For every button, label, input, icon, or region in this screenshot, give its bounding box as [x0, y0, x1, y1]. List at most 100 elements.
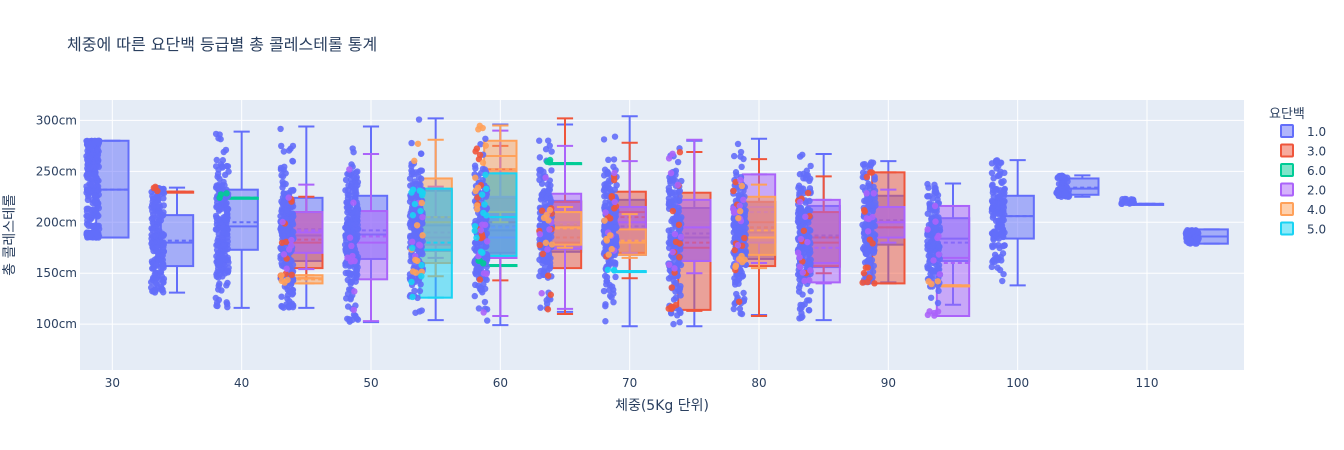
data-point	[411, 178, 419, 185]
data-point	[415, 116, 423, 123]
data-point	[860, 269, 868, 277]
data-point	[159, 278, 167, 285]
data-point	[353, 315, 360, 322]
data-point	[861, 206, 868, 214]
data-point	[218, 182, 226, 189]
data-point	[676, 149, 684, 156]
data-point	[411, 287, 418, 295]
data-point	[795, 184, 802, 192]
legend-item-3.0[interactable]: 3.0	[1280, 143, 1326, 159]
data-point	[278, 293, 285, 300]
legend[interactable]: 1.0 3.0 6.0 2.0 4.0 5.0	[1280, 124, 1326, 237]
legend-item-2.0[interactable]: 2.0	[1280, 182, 1326, 198]
data-point	[212, 130, 220, 138]
data-point	[219, 199, 226, 206]
data-point	[87, 163, 94, 171]
data-point	[935, 243, 943, 251]
data-point	[610, 156, 618, 163]
y-tick-label: 150cm	[36, 266, 77, 280]
data-point	[800, 175, 807, 182]
data-point	[610, 298, 617, 306]
data-point	[805, 297, 813, 304]
data-point	[219, 157, 227, 164]
data-point	[542, 174, 549, 181]
data-point	[413, 222, 421, 229]
data-point	[221, 270, 229, 277]
data-point	[476, 276, 484, 283]
data-point	[473, 234, 480, 241]
legend-item-6.0[interactable]: 6.0	[1280, 163, 1326, 178]
data-point	[542, 239, 550, 247]
data-point	[992, 158, 1000, 165]
box-plots	[95, 115, 1229, 328]
legend-item-1.0[interactable]: 1.0	[1280, 124, 1326, 139]
data-point	[993, 254, 1001, 262]
data-point	[154, 203, 162, 211]
data-point	[870, 190, 877, 197]
data-point	[544, 246, 551, 253]
data-point	[475, 305, 483, 312]
data-point	[1058, 173, 1065, 180]
y-axis: 100cm 150cm 200cm 250cm 300cm	[36, 113, 77, 331]
data-point	[160, 231, 168, 239]
data-point	[418, 272, 425, 280]
legend-label: 6.0	[1307, 164, 1326, 178]
data-point	[224, 245, 232, 253]
data-point	[471, 292, 478, 300]
legend-item-5.0[interactable]: 5.0	[1280, 221, 1326, 237]
x-tick-label: 30	[105, 376, 120, 390]
data-point	[480, 209, 487, 217]
data-point	[797, 235, 805, 243]
data-point	[734, 140, 742, 148]
data-point	[865, 215, 872, 223]
data-point	[671, 230, 679, 238]
data-point	[674, 181, 682, 189]
data-point	[934, 308, 942, 315]
data-point	[924, 180, 931, 188]
data-point	[153, 261, 160, 268]
data-point	[409, 212, 417, 219]
data-point	[286, 246, 293, 253]
data-point	[353, 174, 360, 181]
data-point	[86, 233, 93, 240]
data-point	[544, 306, 552, 313]
data-point	[483, 243, 490, 250]
data-point	[868, 201, 875, 209]
data-point	[611, 169, 618, 177]
data-point	[676, 254, 683, 261]
data-point	[870, 249, 878, 256]
data-point	[539, 250, 547, 258]
data-point	[475, 126, 482, 133]
data-point	[418, 261, 425, 269]
data-point	[284, 276, 291, 284]
data-point	[283, 206, 290, 214]
data-point	[990, 193, 997, 200]
data-point	[85, 170, 92, 177]
data-point	[613, 181, 620, 189]
legend-item-4.0[interactable]: 4.0	[1280, 202, 1326, 217]
legend-label: 2.0	[1307, 184, 1326, 198]
data-point	[989, 242, 996, 249]
data-point	[408, 221, 415, 229]
data-point	[150, 184, 158, 192]
data-point	[924, 265, 931, 272]
x-tick-label: 110	[1136, 376, 1159, 390]
data-point	[347, 219, 354, 227]
data-point	[735, 214, 742, 222]
data-point	[602, 301, 609, 308]
box-body	[935, 204, 971, 317]
data-point	[932, 188, 940, 195]
chart-title: 체중에 따른 요단백 등급별 총 콜레스테롤 통계	[67, 35, 377, 54]
data-point	[612, 237, 620, 245]
data-point	[807, 267, 814, 274]
data-point	[149, 214, 157, 221]
data-point	[1055, 180, 1063, 188]
data-point	[416, 168, 423, 175]
data-point	[730, 305, 738, 313]
data-point	[992, 230, 999, 238]
legend-label: 1.0	[1307, 125, 1326, 139]
data-point	[354, 210, 361, 217]
data-point	[807, 162, 814, 170]
data-point	[605, 156, 612, 164]
data-point	[347, 258, 355, 265]
